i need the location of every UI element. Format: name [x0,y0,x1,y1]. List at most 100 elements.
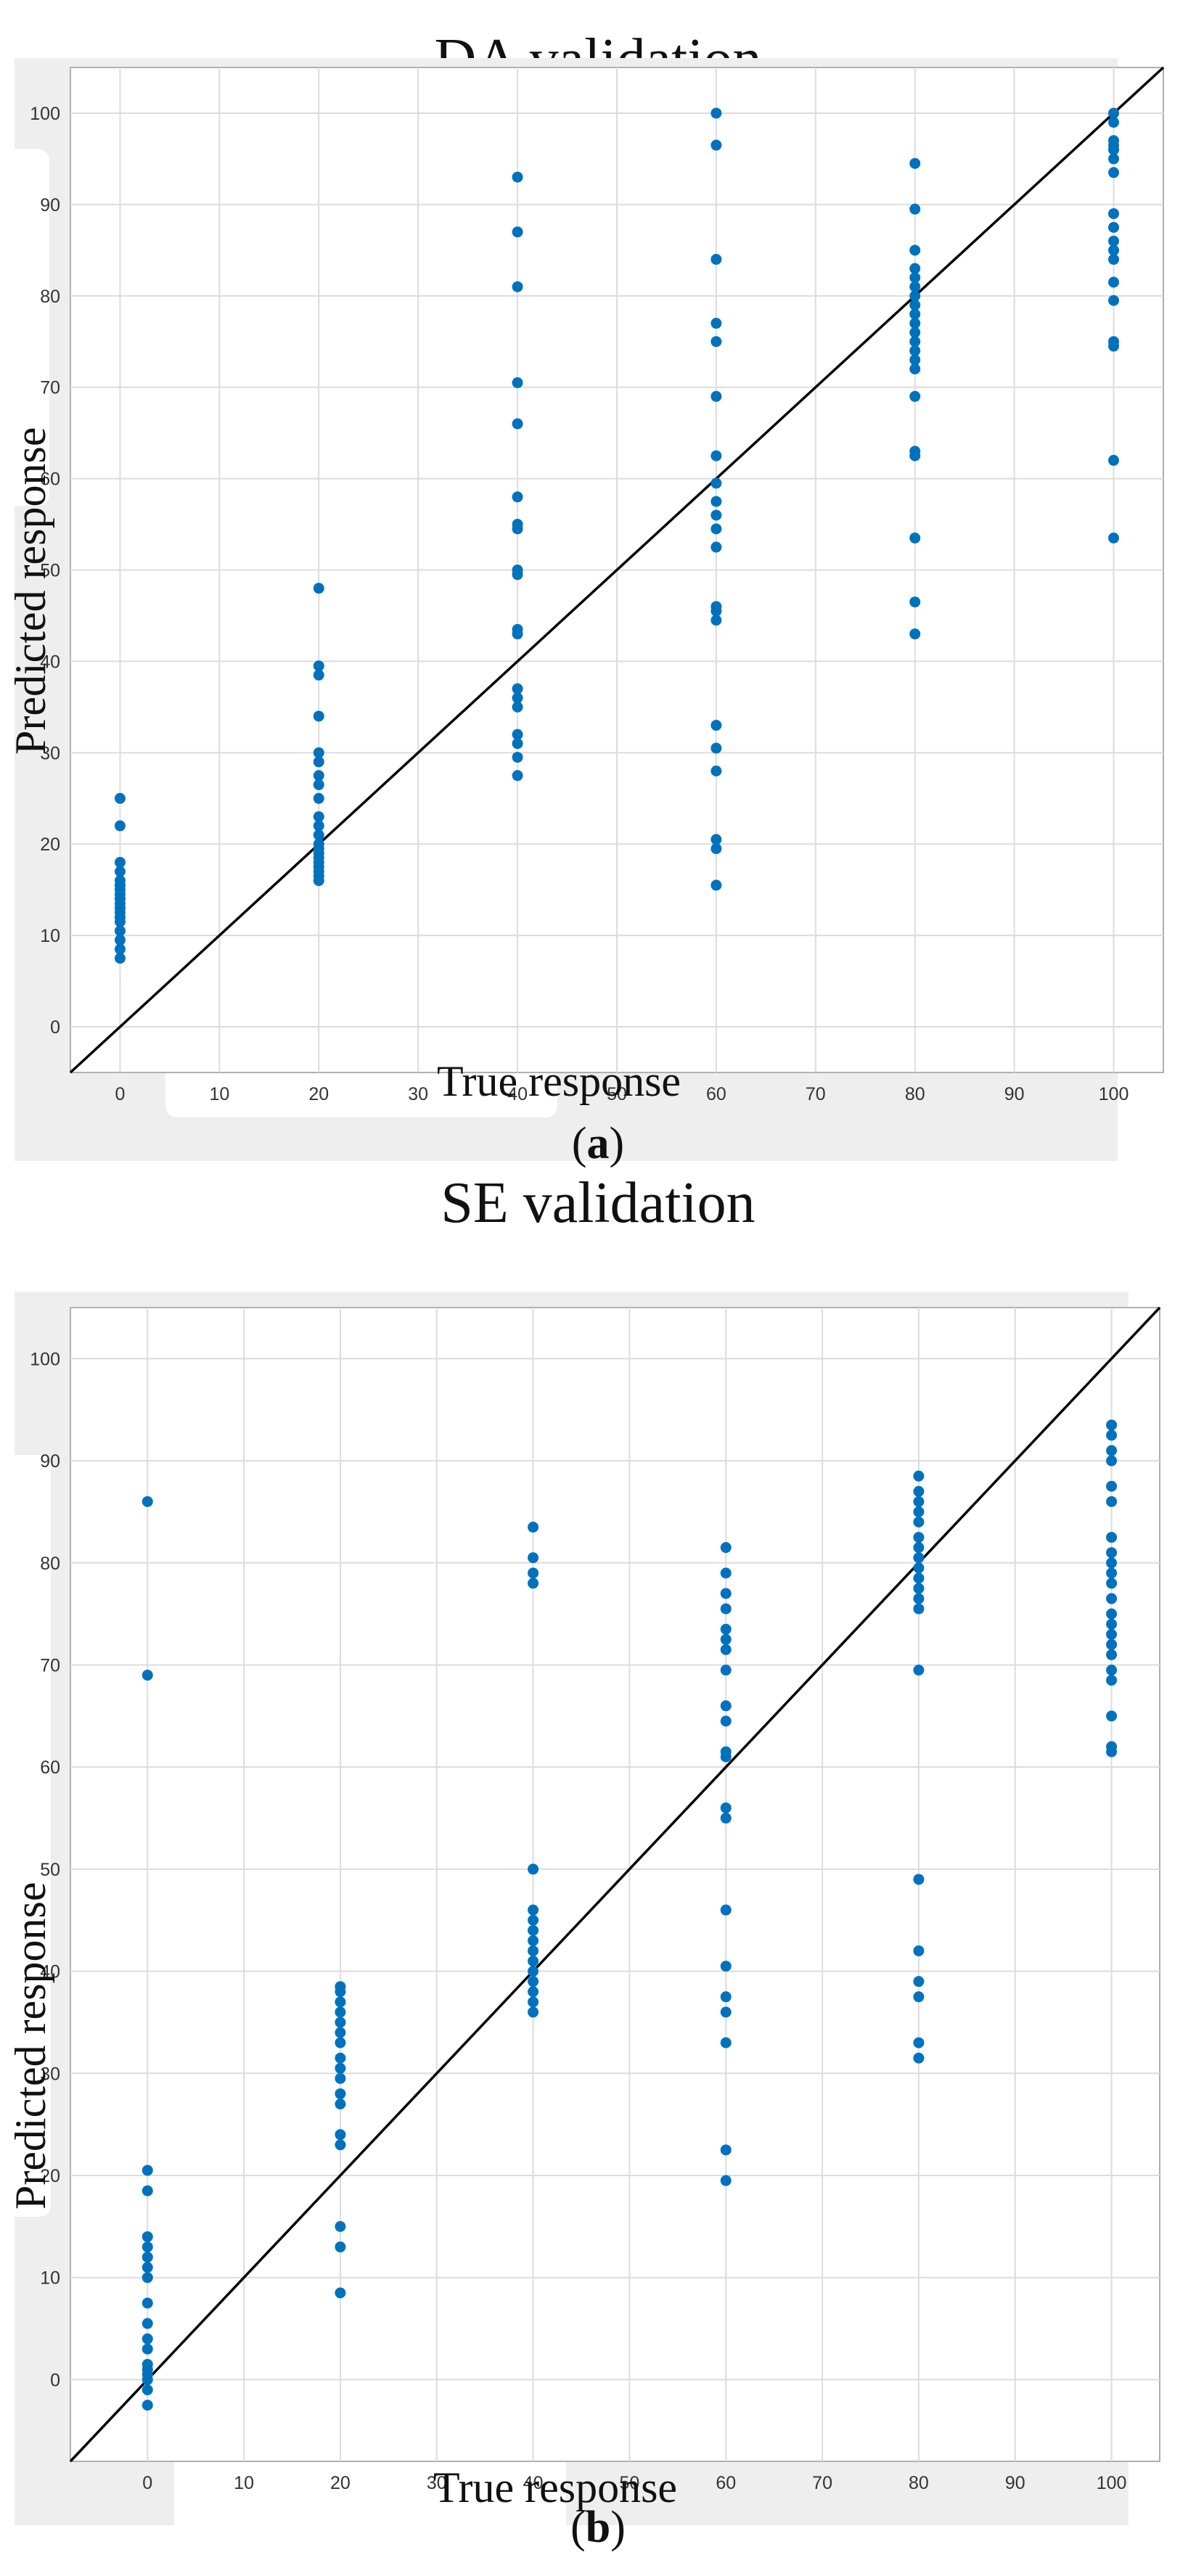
y-tick-label: 40 [40,652,60,672]
data-point [512,752,523,763]
y-tick-label: 60 [40,1757,60,1778]
x-tick-label: 50 [620,2473,640,2493]
data-point [913,1603,925,1615]
data-point [313,838,324,850]
data-point [913,1496,925,1507]
data-point [142,1496,153,1507]
data-point [114,820,126,832]
data-point [913,1542,925,1554]
data-point [1108,295,1120,306]
data-point [114,925,126,937]
data-point [335,2241,346,2253]
data-point [1108,208,1120,219]
data-point [913,1991,925,2003]
data-point [909,318,921,329]
data-point [114,792,126,804]
data-point [909,364,921,374]
data-point [913,1552,925,1564]
data-point [335,2006,346,2018]
data-point [909,354,921,366]
data-point [913,2052,925,2064]
data-point [142,2384,153,2396]
data-point [528,1945,539,1956]
data-point [335,2062,346,2074]
data-point [1106,1638,1118,1650]
data-point [528,1935,539,1946]
y-tick-label: 30 [40,743,60,763]
data-point [142,2252,153,2263]
data-point [909,446,921,457]
x-tick-label: 20 [330,2473,351,2493]
data-point [512,683,523,694]
data-point [512,729,523,740]
data-point [720,1542,732,1554]
data-point [1108,245,1120,256]
data-point [720,1802,732,1813]
data-point [1108,454,1120,466]
y-axis-label: Predicted response [7,427,54,755]
data-point [710,477,722,489]
data-point [1108,253,1120,265]
x-tick-label: 0 [142,2473,152,2493]
data-point [1108,153,1120,165]
x-tick-label: 60 [716,2473,736,2493]
y-tick-label: 30 [40,2064,60,2084]
y-axis-label: Predicted response [7,1882,54,2210]
data-point [313,747,324,758]
data-point [142,2272,153,2284]
x-tick-label: 100 [1097,2473,1127,2493]
x-tick-label: 40 [507,1084,528,1104]
data-point [913,1562,925,1574]
data-point [1106,1480,1118,1492]
data-point [710,601,722,612]
data-point [114,934,126,946]
data-point [1106,1532,1118,1543]
data-point [313,660,324,672]
data-point [1108,221,1120,233]
data-point [913,1976,925,1988]
data-point [1106,1593,1118,1604]
data-point [114,866,126,877]
data-point [335,2099,346,2110]
right-box [1170,1444,1196,1908]
data-point [512,519,523,530]
data-point [335,2139,346,2151]
data-point [512,692,523,704]
x-tick-label: 90 [1005,2473,1025,2493]
data-point [909,245,921,256]
data-point [335,1996,346,2008]
x-tick-label: 80 [909,2473,929,2493]
data-point [720,1623,732,1635]
data-point [335,2287,346,2299]
data-point [913,1572,925,1584]
data-point [528,1552,539,1564]
data-point [720,2175,732,2186]
data-point [528,2006,539,2018]
data-point [720,1603,732,1615]
y-tick-label: 50 [40,561,60,581]
data-point [913,1470,925,1482]
x-tick-label: 20 [308,1084,329,1104]
data-point [1106,1628,1118,1640]
data-point [710,450,722,462]
data-point [909,290,921,302]
data-point [1106,1710,1118,1722]
data-point [313,820,324,832]
x-axis-label: True response [437,1057,681,1105]
data-point [909,596,921,608]
y-tick-label: 100 [30,1349,60,1369]
y-tick-label: 90 [40,1451,60,1472]
data-point [512,701,523,713]
data-point [313,779,324,790]
data-point [313,756,324,768]
y-tick-label: 40 [40,1962,60,1982]
data-point [1106,1741,1118,1752]
data-point [720,1961,732,1972]
data-point [720,1715,732,1727]
data-point [142,2358,153,2370]
data-point [710,834,722,845]
data-point [528,1914,539,1926]
data-point [913,1516,925,1527]
data-point [142,2262,153,2273]
chart-b-title: SE validation [441,1171,755,1235]
